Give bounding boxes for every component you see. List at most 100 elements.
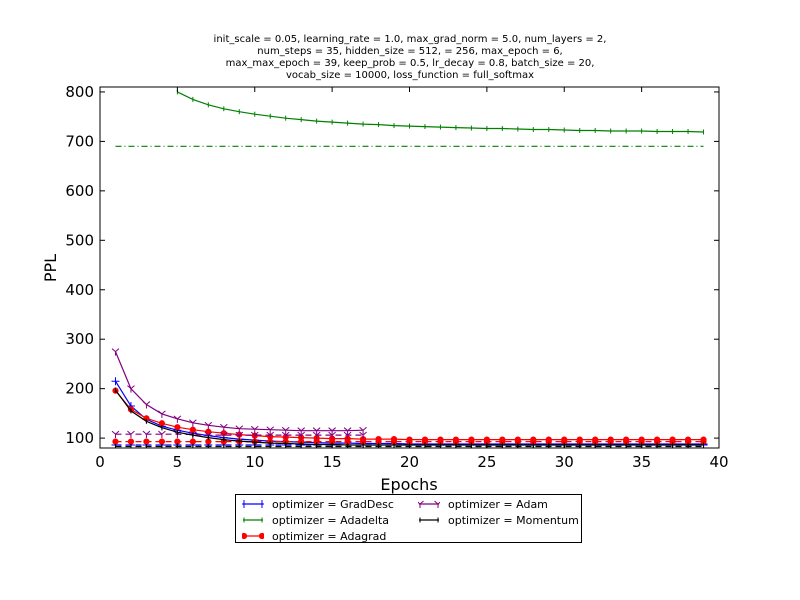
series-adagrad-train-point bbox=[545, 436, 552, 443]
series-adagrad-train-point bbox=[468, 436, 475, 443]
series-adam-train-point bbox=[127, 385, 135, 393]
series-adagrad-train-point bbox=[592, 436, 599, 443]
series-adagrad-valid-point bbox=[127, 438, 135, 445]
series-adagrad-train-point bbox=[421, 436, 429, 443]
series-adam-valid-point bbox=[312, 431, 321, 440]
y-axis-label: PPL bbox=[41, 254, 60, 282]
plot-area bbox=[111, 89, 708, 448]
series-adagrad-train-point bbox=[158, 420, 165, 427]
legend-marker-adagrad bbox=[258, 532, 264, 540]
series-graddesc-train-point bbox=[111, 377, 120, 386]
series-adam-train-point bbox=[219, 423, 228, 432]
series-adagrad-train-point bbox=[375, 435, 382, 443]
chart-title: init_scale = 0.05, learning_rate = 1.0, … bbox=[213, 34, 607, 81]
x-axis-label: Epochs bbox=[380, 475, 437, 494]
legend-label-momentum: optimizer = Momentum bbox=[448, 513, 579, 527]
series-adagrad-valid-point bbox=[143, 438, 150, 445]
series-adagrad-train-point bbox=[174, 424, 181, 431]
x-tick-label: 40 bbox=[709, 453, 728, 471]
series-adam-train-point bbox=[250, 425, 259, 434]
series-adam-valid-point bbox=[111, 430, 120, 439]
series-adam-train-point bbox=[359, 426, 367, 435]
plot-frame bbox=[99, 86, 720, 449]
x-tick-label: 20 bbox=[400, 453, 419, 471]
series-adam-train-point bbox=[158, 410, 166, 418]
series-adagrad-valid-point bbox=[189, 438, 196, 445]
legend-swatch-adagrad bbox=[242, 532, 264, 540]
legend-item-graddesc: optimizer = GradDesc bbox=[242, 497, 394, 511]
legend-swatch-adadelta bbox=[243, 517, 263, 523]
series-adagrad-train-point bbox=[437, 436, 444, 443]
series-adagrad-train-point bbox=[499, 436, 506, 443]
series-adagrad-valid-point bbox=[158, 438, 165, 445]
legend-marker-adagrad bbox=[242, 532, 248, 540]
x-tick-label: 10 bbox=[245, 453, 264, 471]
series-adam-valid-point bbox=[158, 430, 166, 439]
y-tick-label: 800 bbox=[65, 83, 94, 101]
series-graddesc-train-line bbox=[114, 380, 704, 445]
legend-marker-graddesc bbox=[242, 500, 248, 508]
series-adam-train-point bbox=[173, 415, 182, 423]
legend-swatch-momentum bbox=[419, 517, 439, 523]
series-adam-train-point bbox=[343, 427, 352, 435]
legend-swatch-adam bbox=[418, 500, 440, 508]
x-tick-label: 35 bbox=[632, 453, 651, 471]
series-adagrad-train-point bbox=[406, 436, 413, 443]
series-adam-valid-point bbox=[127, 430, 135, 439]
series-adam-train-point bbox=[204, 421, 213, 430]
series-adam-valid-point bbox=[266, 431, 275, 440]
y-tick-label: 400 bbox=[65, 281, 94, 299]
x-tick-label: 0 bbox=[95, 453, 105, 471]
series-adam-valid-point bbox=[328, 431, 336, 440]
series-adam-valid-point bbox=[343, 431, 352, 440]
series-adagrad-train-point bbox=[607, 436, 614, 443]
legend-marker-adam bbox=[418, 500, 424, 508]
y-tick-label: 200 bbox=[65, 380, 94, 398]
series-adagrad-train-point bbox=[638, 436, 645, 443]
y-tick-label: 700 bbox=[65, 132, 94, 150]
legend-item-adagrad: optimizer = Adagrad bbox=[242, 529, 386, 543]
series-adam-valid-point bbox=[297, 431, 306, 440]
series-adam-valid-point bbox=[235, 431, 244, 440]
series-adagrad-valid-point bbox=[112, 438, 119, 445]
legend-item-adadelta: optimizer = Adadelta bbox=[242, 513, 389, 527]
series-adagrad-train-line bbox=[115, 390, 704, 441]
series-adam-train-point bbox=[235, 425, 244, 433]
series-adagrad-train-point bbox=[514, 436, 521, 443]
series-adam-train-point bbox=[281, 426, 290, 435]
x-tick-label: 30 bbox=[555, 453, 574, 471]
series-adagrad-train-point bbox=[669, 436, 676, 443]
legend-label-adam: optimizer = Adam bbox=[448, 497, 548, 511]
series-adagrad-train-point bbox=[530, 436, 537, 443]
x-tick-label: 5 bbox=[173, 453, 183, 471]
series-adagrad-train-point bbox=[189, 426, 196, 433]
series-adam-train-point bbox=[297, 427, 306, 435]
series-adam-train-point bbox=[111, 348, 120, 356]
legend-marker-adam bbox=[434, 500, 440, 508]
series-adam-train-point bbox=[142, 401, 151, 409]
series-adagrad-train-point bbox=[576, 436, 583, 443]
axes: 0 5 10 15 20 25 30 35 40 100 200 300 400 500 600 700 800 bbox=[65, 83, 728, 471]
series-adagrad-train-point bbox=[623, 436, 630, 443]
series-adam-train-point bbox=[312, 427, 321, 435]
y-tick-label: 300 bbox=[65, 330, 94, 348]
series-adam-train-point bbox=[189, 419, 197, 427]
legend-label-graddesc: optimizer = GradDesc bbox=[272, 497, 394, 511]
y-tick-label: 600 bbox=[65, 182, 94, 200]
legend-label-adadelta: optimizer = Adadelta bbox=[272, 513, 390, 527]
series-adam-valid-point bbox=[142, 430, 151, 439]
series-adam-valid-point bbox=[359, 431, 367, 440]
legend-swatch-graddesc bbox=[242, 500, 264, 508]
legend-label-adagrad: optimizer = Adagrad bbox=[272, 529, 387, 543]
series-adam-train-point bbox=[266, 426, 275, 434]
series-adam-train-point bbox=[328, 427, 336, 435]
legend-item-momentum: optimizer = Momentum bbox=[418, 513, 579, 527]
series-adagrad-train-point bbox=[700, 436, 707, 443]
x-tick-label: 15 bbox=[323, 453, 342, 471]
legend-marker-graddesc bbox=[258, 500, 264, 508]
y-tick-label: 500 bbox=[65, 231, 94, 249]
series-adam-train-line bbox=[114, 351, 364, 432]
x-tick-label: 25 bbox=[477, 453, 496, 471]
y-tick-label: 100 bbox=[65, 429, 94, 447]
